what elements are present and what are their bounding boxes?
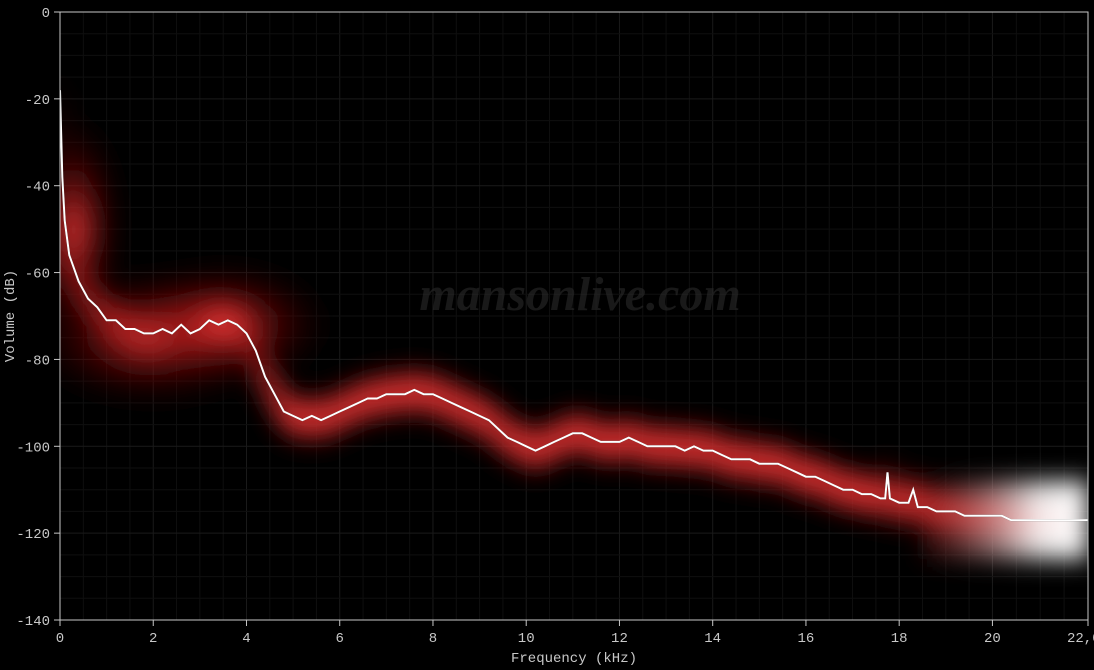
watermark-text: mansonlive.com bbox=[419, 268, 740, 321]
x-tick-label: 20 bbox=[984, 631, 1001, 647]
y-tick-label: -140 bbox=[16, 614, 50, 630]
spectrum-chart: mansonlive.com 0 2 4 6 8 10 12 14 16 18 20 22,05 Freq… bbox=[0, 0, 1094, 670]
x-axis-label: Frequency (kHz) bbox=[511, 651, 637, 667]
y-axis-label: Volume (dB) bbox=[3, 270, 19, 362]
x-tick-label: 14 bbox=[704, 631, 721, 647]
x-tick-label: 4 bbox=[242, 631, 250, 647]
y-tick-label: -80 bbox=[25, 353, 50, 369]
y-tick-label: -60 bbox=[25, 267, 50, 283]
x-tick-label: 10 bbox=[518, 631, 535, 647]
x-tick-label: 0 bbox=[56, 631, 64, 647]
y-tick-label: -120 bbox=[16, 527, 50, 543]
x-tick-label: 8 bbox=[429, 631, 437, 647]
x-tick-label: 6 bbox=[336, 631, 344, 647]
x-tick-label: 22,05 bbox=[1067, 631, 1094, 647]
y-tick-label: -40 bbox=[25, 180, 50, 196]
x-tick-label: 16 bbox=[798, 631, 815, 647]
y-tick-label: -100 bbox=[16, 440, 50, 456]
x-tick-label: 18 bbox=[891, 631, 908, 647]
x-tick-label: 2 bbox=[149, 631, 157, 647]
y-tick-label: -20 bbox=[25, 93, 50, 109]
y-tick-label: 0 bbox=[42, 6, 50, 22]
x-tick-label: 12 bbox=[611, 631, 628, 647]
chart-svg: mansonlive.com 0 2 4 6 8 10 12 14 16 18 20 22,05 Freq… bbox=[0, 0, 1094, 670]
